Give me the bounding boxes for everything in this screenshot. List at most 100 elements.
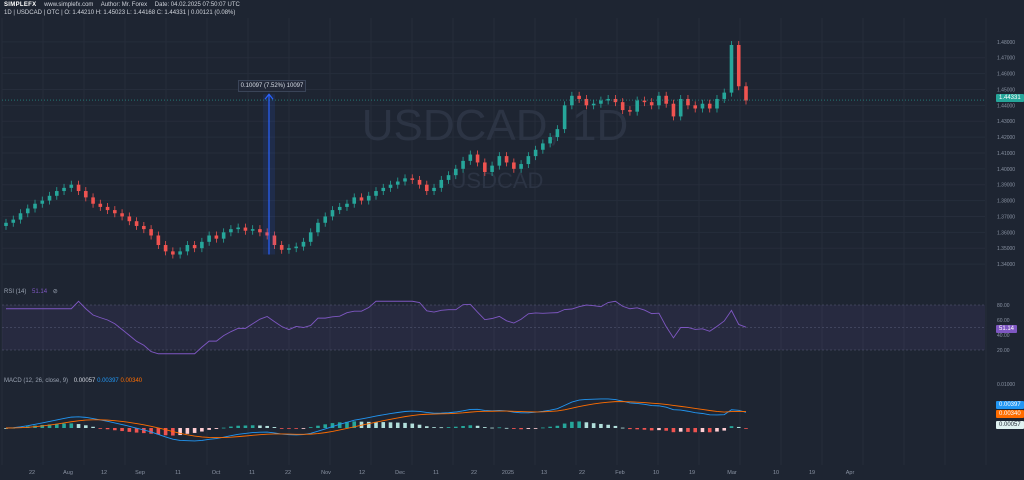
macd-histogram-bar <box>642 428 647 430</box>
price-axis-label: 1.48000 <box>997 40 1015 46</box>
candle-body <box>294 246 298 249</box>
candle-body <box>69 184 74 188</box>
rsi-value-tag: 51.14 <box>996 325 1018 333</box>
macd-histogram-bar <box>613 425 618 428</box>
macd-histogram-bar <box>337 422 342 428</box>
macd-histogram-bar <box>279 428 284 429</box>
price-axis-label: 1.37000 <box>997 214 1015 220</box>
price-axis-label: 1.47000 <box>997 56 1015 62</box>
x-axis-tick: 11 <box>433 470 439 476</box>
x-axis-tick: 10 <box>653 470 659 476</box>
macd-histogram-bar <box>192 428 197 433</box>
candle-body <box>113 210 117 214</box>
macd-histogram-bar <box>345 421 349 428</box>
x-axis-tick: 22 <box>285 470 291 476</box>
price-axis-label: 1.42000 <box>997 135 1015 141</box>
x-axis-tick: Sep <box>135 470 145 476</box>
header-date: Date: 04.02.2025 07:50:07 UTC <box>154 2 240 8</box>
macd-histogram-bar <box>156 428 161 435</box>
macd-histogram-bar <box>678 428 683 432</box>
x-axis-tick: Mar <box>727 470 737 476</box>
signal-tag: 0.00340 <box>996 410 1024 418</box>
macd-histogram-bar <box>84 425 88 428</box>
macd-histogram-bar <box>149 428 153 434</box>
candle-body <box>693 105 698 109</box>
x-axis-tick: Oct <box>212 470 221 476</box>
candle-body <box>54 191 59 196</box>
x-axis-tick: Feb <box>615 470 624 476</box>
candle-body <box>76 184 81 192</box>
candle-body <box>454 168 458 176</box>
candle-body <box>301 241 306 247</box>
macd-histogram-bar <box>686 428 690 432</box>
macd-histogram-bar <box>265 425 269 428</box>
macd-histogram-bar <box>47 424 52 428</box>
macd-histogram-bar <box>388 422 393 428</box>
candle-body <box>366 195 371 201</box>
candle-body <box>91 197 95 204</box>
macd-histogram-bar <box>715 428 719 432</box>
macd-histogram-bar <box>105 428 110 430</box>
candle-body <box>163 245 168 252</box>
x-axis-tick: 22 <box>471 470 477 476</box>
candle-body <box>736 44 741 87</box>
candle-body <box>316 222 320 233</box>
macd-line <box>5 398 747 442</box>
x-axis-tick: 13 <box>541 470 547 476</box>
candle-body <box>156 235 161 246</box>
macd-histogram-bar <box>395 422 400 428</box>
candle-body <box>18 213 23 220</box>
candle-body <box>744 86 748 101</box>
candle-body <box>98 203 103 207</box>
macd-histogram-bar <box>185 428 190 434</box>
candle-body <box>649 102 654 106</box>
candle-body <box>446 175 451 180</box>
candle-body <box>468 154 473 161</box>
macd-histogram-bar <box>693 428 698 433</box>
macd-histogram-bar <box>707 428 712 433</box>
candle-body <box>599 100 603 104</box>
candle-body <box>388 184 393 188</box>
candle-body <box>359 197 364 201</box>
candle-body <box>628 110 632 112</box>
candle-body <box>497 156 502 166</box>
macd-histogram-bar <box>221 427 226 429</box>
candle-body <box>272 235 277 246</box>
measure-label: 0.10097 (7.52%) 10097 <box>238 80 306 92</box>
macd-histogram-bar <box>483 427 487 428</box>
macd-title-text: MACD (12, 26, close, 9) <box>4 378 69 384</box>
macd-histogram-bar <box>700 428 705 433</box>
candle-body <box>715 98 719 109</box>
macd-histogram-bar <box>591 423 596 428</box>
x-axis-tick: 19 <box>689 470 695 476</box>
header-site: www.simplefx.com <box>44 2 94 8</box>
macd-histogram-bar <box>599 423 603 428</box>
candle-body <box>185 245 190 252</box>
candle-body <box>149 229 153 236</box>
candle-body <box>178 251 182 255</box>
macd-histogram-bar <box>113 428 117 431</box>
macd-histogram-bar <box>497 427 502 429</box>
x-axis-tick: 12 <box>359 470 365 476</box>
macd-histogram-bar <box>4 428 8 429</box>
candle-body <box>642 100 647 103</box>
macd-histogram-bar <box>98 428 103 429</box>
macd-histogram-bar <box>287 428 291 429</box>
rsi-settings-icon[interactable]: ⊘ <box>52 289 58 295</box>
candle-body <box>345 203 349 207</box>
macd-histogram-bar <box>468 425 473 428</box>
macd-histogram-bar <box>207 428 211 430</box>
candle-body <box>722 92 727 99</box>
candle-body <box>657 95 661 106</box>
candle-body <box>265 232 269 236</box>
x-axis-tick: 22 <box>29 470 35 476</box>
price-axis-label: 1.34000 <box>997 262 1015 268</box>
x-axis-tick: 22 <box>579 470 585 476</box>
macd-histogram-bar <box>272 427 277 428</box>
price-axis-label: 1.40000 <box>997 167 1015 173</box>
macd-histogram-bar <box>577 421 581 428</box>
candle-body <box>25 208 30 214</box>
candle-body <box>686 98 690 106</box>
